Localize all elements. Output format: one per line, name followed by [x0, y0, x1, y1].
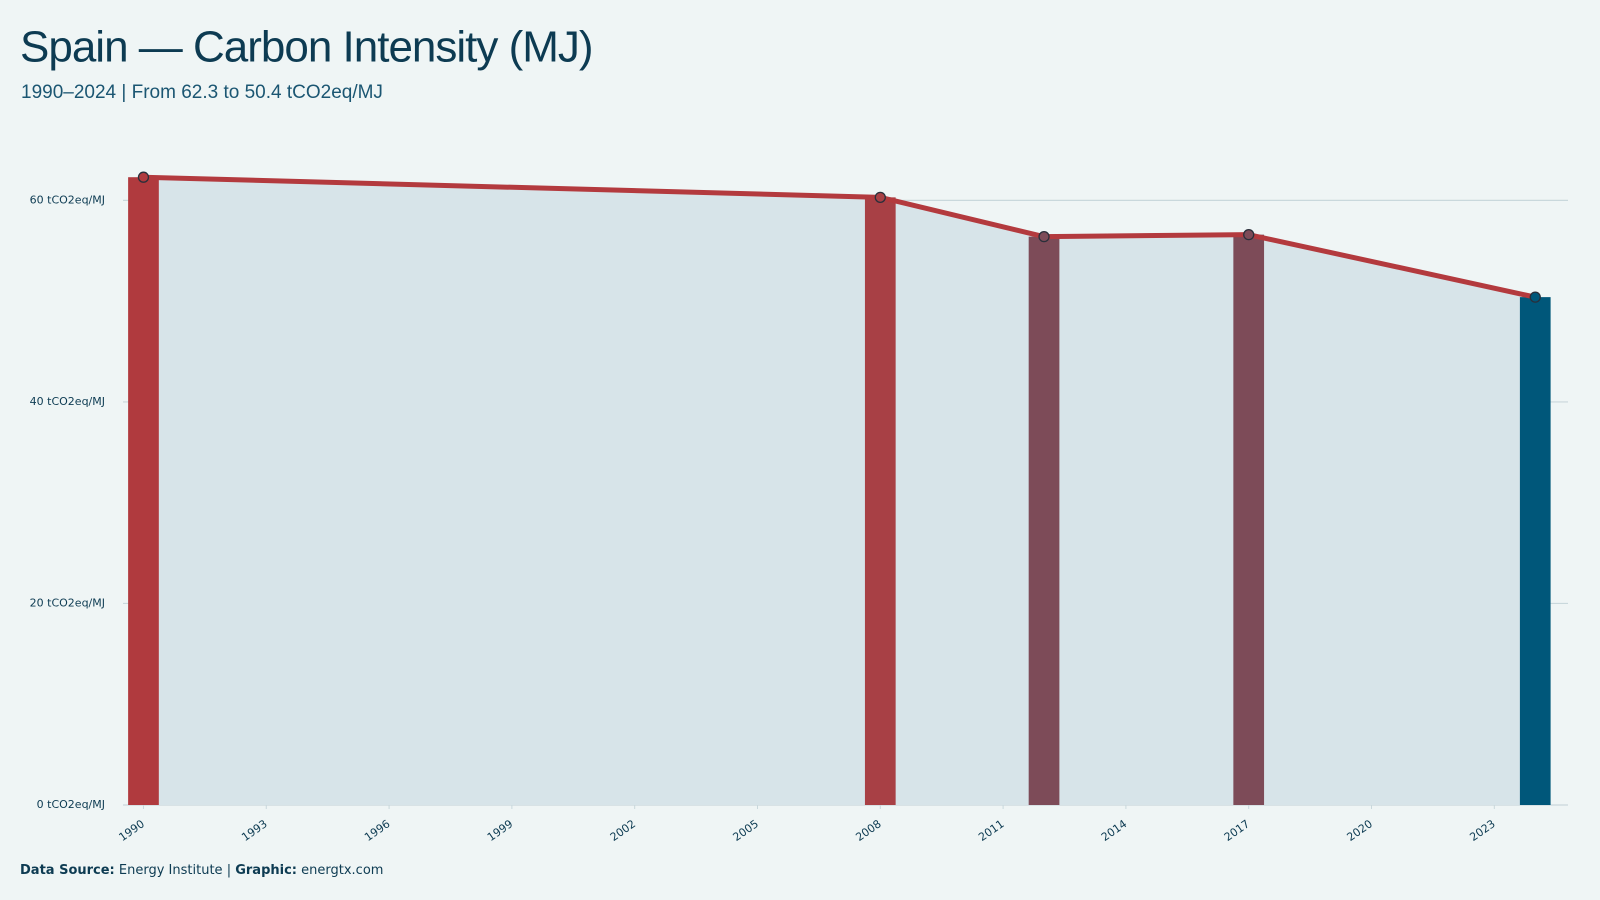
- point: [137, 171, 150, 183]
- bar: [128, 177, 159, 805]
- bar: [864, 197, 896, 805]
- point: [1038, 231, 1050, 243]
- source-label: Data Source:: [20, 863, 115, 878]
- graphic-label: Graphic:: [235, 863, 297, 878]
- source: Energy Institute: [119, 863, 223, 878]
- chart-title: Spain — Carbon Intensity (MJ): [20, 23, 593, 72]
- bar: [1233, 234, 1265, 806]
- point: [1529, 291, 1541, 303]
- area: [143, 177, 1536, 805]
- graphic: energtx.com: [301, 863, 383, 878]
- point: [874, 191, 886, 204]
- bar: [1028, 236, 1060, 805]
- y-tick-label: 0 tCO2eq/MJ: [37, 798, 105, 811]
- chart-subtitle: 1990–2024 | From 62.3 to 50.4 tCO2eq/MJ: [21, 82, 383, 103]
- point: [1243, 228, 1255, 241]
- bar: [1519, 297, 1551, 805]
- separator: |: [227, 863, 231, 878]
- y-tick-label: 40 tCO2eq/MJ: [30, 395, 105, 408]
- y-tick-label: 60 tCO2eq/MJ: [30, 193, 105, 206]
- y-tick-label: 20 tCO2eq/MJ: [30, 596, 105, 609]
- footer: Data Source: Energy Institute | Graphic:…: [20, 863, 383, 878]
